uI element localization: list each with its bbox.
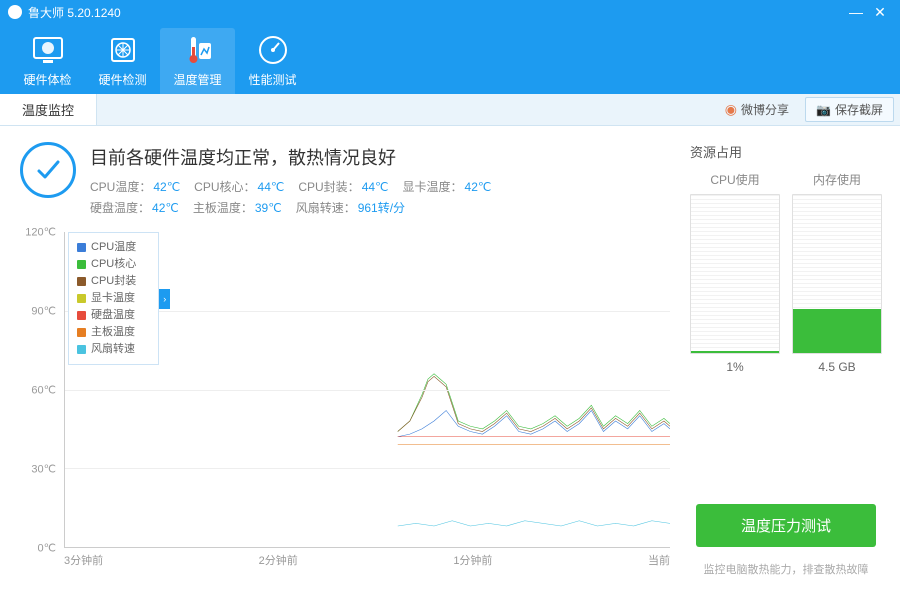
mem-gauge-label: 内存使用 bbox=[792, 171, 882, 188]
weibo-icon: ◉ bbox=[725, 101, 737, 118]
toolbar-hardware-check[interactable]: 硬件体检 bbox=[10, 28, 85, 94]
main-panel: 目前各硬件温度均正常，散热情况良好 CPU温度：42℃ CPU核心：44℃ CP… bbox=[0, 126, 680, 600]
side-title: 资源占用 bbox=[690, 142, 882, 161]
app-title: 鲁大师 5.20.1240 bbox=[28, 4, 844, 21]
legend-item[interactable]: CPU温度 bbox=[77, 239, 136, 256]
legend-item[interactable]: CPU核心 bbox=[77, 256, 136, 273]
metrics-row-2: 硬盘温度：42℃ 主板温度：39℃ 风扇转速：961转/分 bbox=[90, 199, 491, 216]
thermo-icon bbox=[180, 32, 216, 68]
tabbar: 温度监控 ◉ 微博分享 📷 保存截屏 bbox=[0, 94, 900, 126]
temperature-chart: 0℃30℃60℃90℃120℃ › CPU温度CPU核心CPU封装显卡温度硬盘温… bbox=[20, 232, 680, 572]
camera-icon: 📷 bbox=[816, 103, 831, 117]
monitor-icon bbox=[30, 32, 66, 68]
titlebar: 鲁大师 5.20.1240 — ✕ bbox=[0, 0, 900, 24]
toolbar-label: 硬件体检 bbox=[10, 71, 85, 88]
minimize-button[interactable]: — bbox=[844, 4, 868, 20]
toolbar-hardware-detect[interactable]: 硬件检测 bbox=[85, 28, 160, 94]
cpu-gauge-value: 1% bbox=[690, 360, 780, 374]
chart-xaxis: 3分钟前 2分钟前 1分钟前 当前 bbox=[64, 552, 670, 572]
gauge-icon bbox=[255, 32, 291, 68]
legend-item[interactable]: 风扇转速 bbox=[77, 341, 136, 358]
side-panel: 资源占用 CPU使用 1% 内存使用 4.5 GB 温度压力测试 监控电脑散热能… bbox=[680, 126, 900, 600]
stress-btn-label: 温度压力测试 bbox=[741, 518, 831, 535]
summary-title: 目前各硬件温度均正常，散热情况良好 bbox=[90, 144, 491, 170]
stress-test-button[interactable]: 温度压力测试 bbox=[696, 504, 876, 547]
legend-toggle-handle[interactable]: › bbox=[159, 289, 170, 309]
weibo-share-button[interactable]: ◉ 微博分享 bbox=[715, 94, 799, 125]
tab-label: 温度监控 bbox=[22, 100, 74, 119]
cpu-usage-gauge: CPU使用 1% bbox=[690, 171, 780, 374]
toolbar-performance[interactable]: 性能测试 bbox=[235, 28, 310, 94]
chart-yaxis: 0℃30℃60℃90℃120℃ bbox=[20, 232, 60, 548]
chip-icon bbox=[105, 32, 141, 68]
toolbar-label: 性能测试 bbox=[235, 71, 310, 88]
toolbar-label: 硬件检测 bbox=[85, 71, 160, 88]
status-check-icon bbox=[20, 142, 76, 198]
save-label: 保存截屏 bbox=[835, 101, 883, 118]
tab-temperature-monitor[interactable]: 温度监控 bbox=[0, 94, 97, 125]
side-footer-text: 监控电脑散热能力，排查散热故障 bbox=[690, 561, 882, 577]
app-logo bbox=[8, 5, 22, 19]
chart-legend: › CPU温度CPU核心CPU封装显卡温度硬盘温度主板温度风扇转速 bbox=[68, 232, 159, 365]
memory-usage-gauge: 内存使用 4.5 GB bbox=[792, 171, 882, 374]
legend-item[interactable]: 主板温度 bbox=[77, 324, 136, 341]
mem-gauge-value: 4.5 GB bbox=[792, 360, 882, 374]
legend-item[interactable]: CPU封装 bbox=[77, 273, 136, 290]
metrics-row-1: CPU温度：42℃ CPU核心：44℃ CPU封装：44℃ 显卡温度：42℃ bbox=[90, 178, 491, 195]
save-screenshot-button[interactable]: 📷 保存截屏 bbox=[805, 97, 894, 122]
toolbar-temperature[interactable]: 温度管理 bbox=[160, 28, 235, 94]
share-label: 微博分享 bbox=[741, 101, 789, 118]
close-button[interactable]: ✕ bbox=[868, 4, 892, 21]
main-toolbar: 硬件体检 硬件检测 温度管理 性能测试 bbox=[0, 24, 900, 94]
cpu-gauge-label: CPU使用 bbox=[690, 171, 780, 188]
legend-item[interactable]: 硬盘温度 bbox=[77, 307, 136, 324]
toolbar-label: 温度管理 bbox=[160, 71, 235, 88]
legend-item[interactable]: 显卡温度 bbox=[77, 290, 136, 307]
